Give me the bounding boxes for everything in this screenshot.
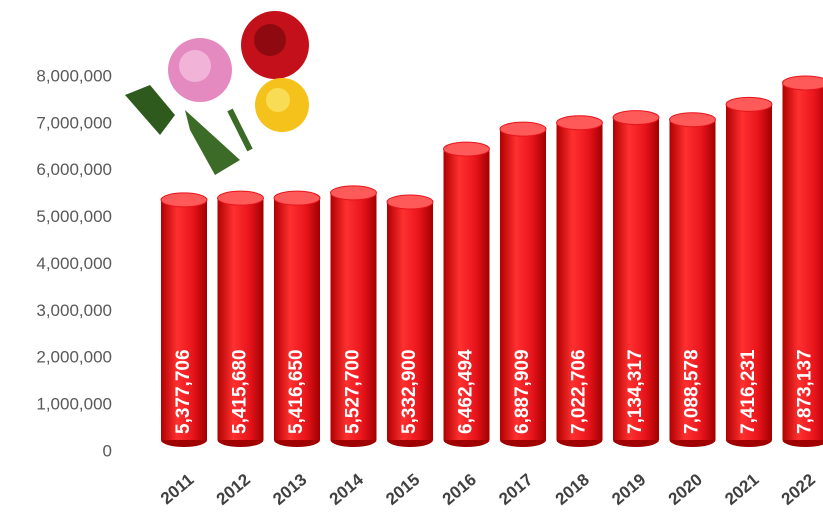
x-tick-label: 2020 [665, 470, 706, 509]
bar-top [500, 122, 546, 136]
value-label: 7,416,231 [738, 349, 759, 434]
bar-top [218, 191, 264, 205]
chart: 0 1,000,000 2,000,000 3,000,000 4,000,000 5,0… [0, 0, 823, 532]
bar-top [726, 97, 772, 111]
y-tick-label: 2,000,000 [36, 348, 112, 367]
value-label: 6,462,494 [456, 349, 477, 434]
bar-top [331, 186, 377, 200]
x-tick-label: 2016 [439, 470, 480, 509]
bar-top [670, 113, 716, 127]
bar-top [387, 195, 433, 209]
bar-top [274, 191, 320, 205]
bar-top [161, 193, 207, 207]
x-tick-label: 2015 [382, 470, 423, 509]
y-tick-label: 6,000,000 [36, 160, 112, 179]
bar-top [783, 76, 823, 90]
x-tick-label: 2022 [778, 470, 819, 509]
roses-decoration [125, 11, 309, 175]
value-label: 5,416,650 [286, 349, 307, 434]
value-label: 7,022,706 [569, 349, 590, 434]
x-tick-label: 2021 [721, 470, 762, 509]
bar-top [444, 142, 490, 156]
value-label: 5,332,900 [399, 349, 420, 434]
value-label: 5,377,706 [173, 349, 194, 434]
y-tick-label: 7,000,000 [36, 113, 112, 132]
y-tick-label: 3,000,000 [36, 301, 112, 320]
y-tick-label: 8,000,000 [36, 66, 112, 85]
y-tick-label: 4,000,000 [36, 254, 112, 273]
bar-top [557, 116, 603, 130]
x-tick-label: 2011 [157, 470, 197, 508]
x-tick-label: 2013 [269, 470, 310, 509]
x-tick-label: 2017 [495, 470, 536, 509]
value-label: 7,088,578 [682, 349, 703, 434]
x-tick-label: 2014 [326, 470, 368, 509]
x-tick-label: 2019 [608, 470, 649, 509]
x-tick-label: 2012 [213, 470, 254, 509]
x-tick-label: 2018 [552, 470, 593, 509]
value-label: 7,134,317 [625, 349, 646, 434]
value-label: 5,415,680 [230, 349, 251, 434]
page: {"chart_data": {"type": "bar", "categori… [0, 0, 823, 532]
bar-top [613, 111, 659, 125]
value-label: 7,873,137 [795, 349, 816, 434]
y-tick-label: 0 [103, 441, 112, 460]
value-label: 6,887,909 [512, 349, 533, 434]
y-tick-label: 5,000,000 [36, 207, 112, 226]
y-tick-label: 1,000,000 [36, 395, 112, 414]
value-label: 5,527,700 [343, 349, 364, 434]
